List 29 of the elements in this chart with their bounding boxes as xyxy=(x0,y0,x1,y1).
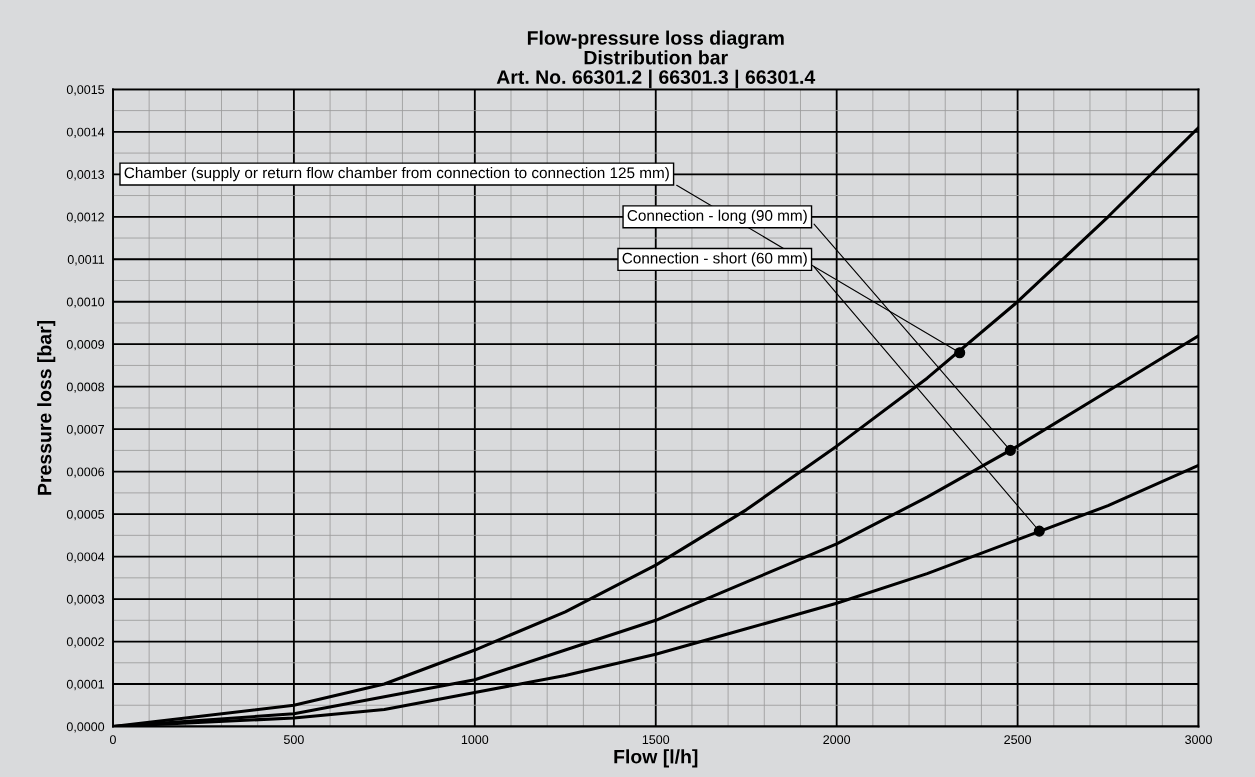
x-tick-label: 500 xyxy=(283,735,304,745)
y-tick-label: 0,0013 xyxy=(66,170,105,181)
x-tick-label: 1000 xyxy=(461,735,489,745)
y-tick-label: 0,0000 xyxy=(66,722,105,733)
y-tick-label: 0,0007 xyxy=(66,424,104,436)
x-axis-title: Flow [l/h] xyxy=(614,749,698,768)
y-tick-label: 0,0012 xyxy=(66,212,104,223)
y-tick-label: 0,0014 xyxy=(66,127,105,138)
annotation: Chamber (supply or return flow chamber from connection to connection 125 mm) xyxy=(124,166,669,182)
y-tick-label: 0,0015 xyxy=(66,85,105,96)
y-axis-title: Pressure loss [bar] xyxy=(37,320,56,495)
y-tick-label: 0,0010 xyxy=(66,297,105,308)
y-tick-label: 0,0005 xyxy=(66,509,105,521)
y-tick-label: 0,0004 xyxy=(66,552,105,563)
y-tick-label: 0,0006 xyxy=(66,467,105,478)
x-tick-label: 2500 xyxy=(1004,735,1032,745)
y-tick-label: 0,0001 xyxy=(66,679,105,691)
y-tick-label: 0,0011 xyxy=(67,255,105,266)
annotation: Connection - long (90 mm) xyxy=(627,209,807,224)
x-tick-label: 3000 xyxy=(1185,735,1212,745)
chart-title: Flow-pressure loss diagram Distribution bar Art. No. 66301.2 | 66301.3 | 66301.4 xyxy=(496,30,816,89)
y-tick-label: 0,0008 xyxy=(66,382,105,393)
annotation: Connection - short (60 mm) xyxy=(622,252,807,267)
x-tick-label: 0 xyxy=(109,735,116,745)
y-tick-label: 0,0002 xyxy=(66,637,104,648)
y-tick-label: 0,0009 xyxy=(66,340,105,351)
y-tick-label: 0,0003 xyxy=(66,594,105,606)
x-tick-label: 1500 xyxy=(642,735,670,745)
x-tick-label: 2000 xyxy=(823,735,851,745)
